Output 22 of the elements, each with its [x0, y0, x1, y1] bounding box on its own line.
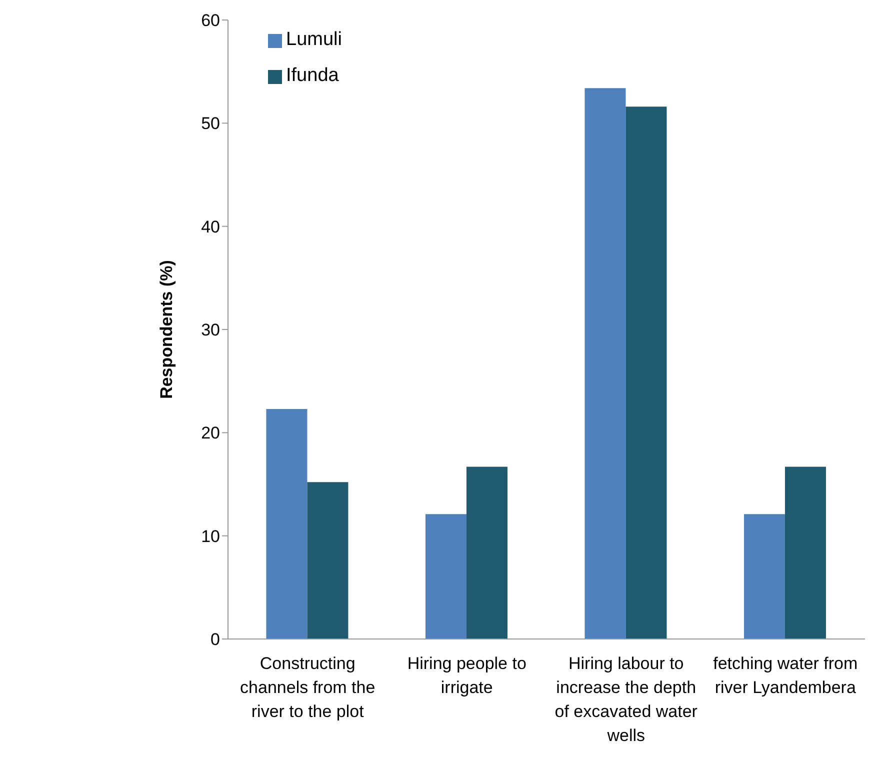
y-tick-label: 0 — [210, 630, 220, 650]
y-tick-label: 60 — [201, 11, 220, 30]
y-axis-title: Respondents (%) — [157, 260, 176, 399]
bar — [744, 514, 785, 639]
bar — [626, 106, 667, 639]
bar — [784, 466, 826, 639]
y-tick-label: 10 — [201, 526, 220, 546]
y-tick-label: 20 — [201, 424, 220, 443]
y-tick-label: 50 — [201, 114, 220, 134]
y-tick-label: 40 — [201, 217, 220, 236]
bar — [584, 88, 626, 639]
legend-label: Ifunda — [286, 65, 339, 86]
bar — [425, 514, 466, 639]
bar — [307, 482, 348, 639]
x-tick-label: fetching water from river Lyandembera — [713, 654, 858, 697]
bar — [266, 408, 308, 639]
y-tick-label: 30 — [201, 320, 220, 340]
legend-label: Lumuli — [286, 29, 342, 50]
x-tick-label: Constructing channels from the river to the plot — [240, 654, 376, 721]
x-tick-label: Hiring labour to increase the depth of excavated water wells — [554, 654, 698, 745]
bar — [466, 466, 508, 639]
x-tick-label: Hiring people to irrigate — [407, 654, 526, 697]
